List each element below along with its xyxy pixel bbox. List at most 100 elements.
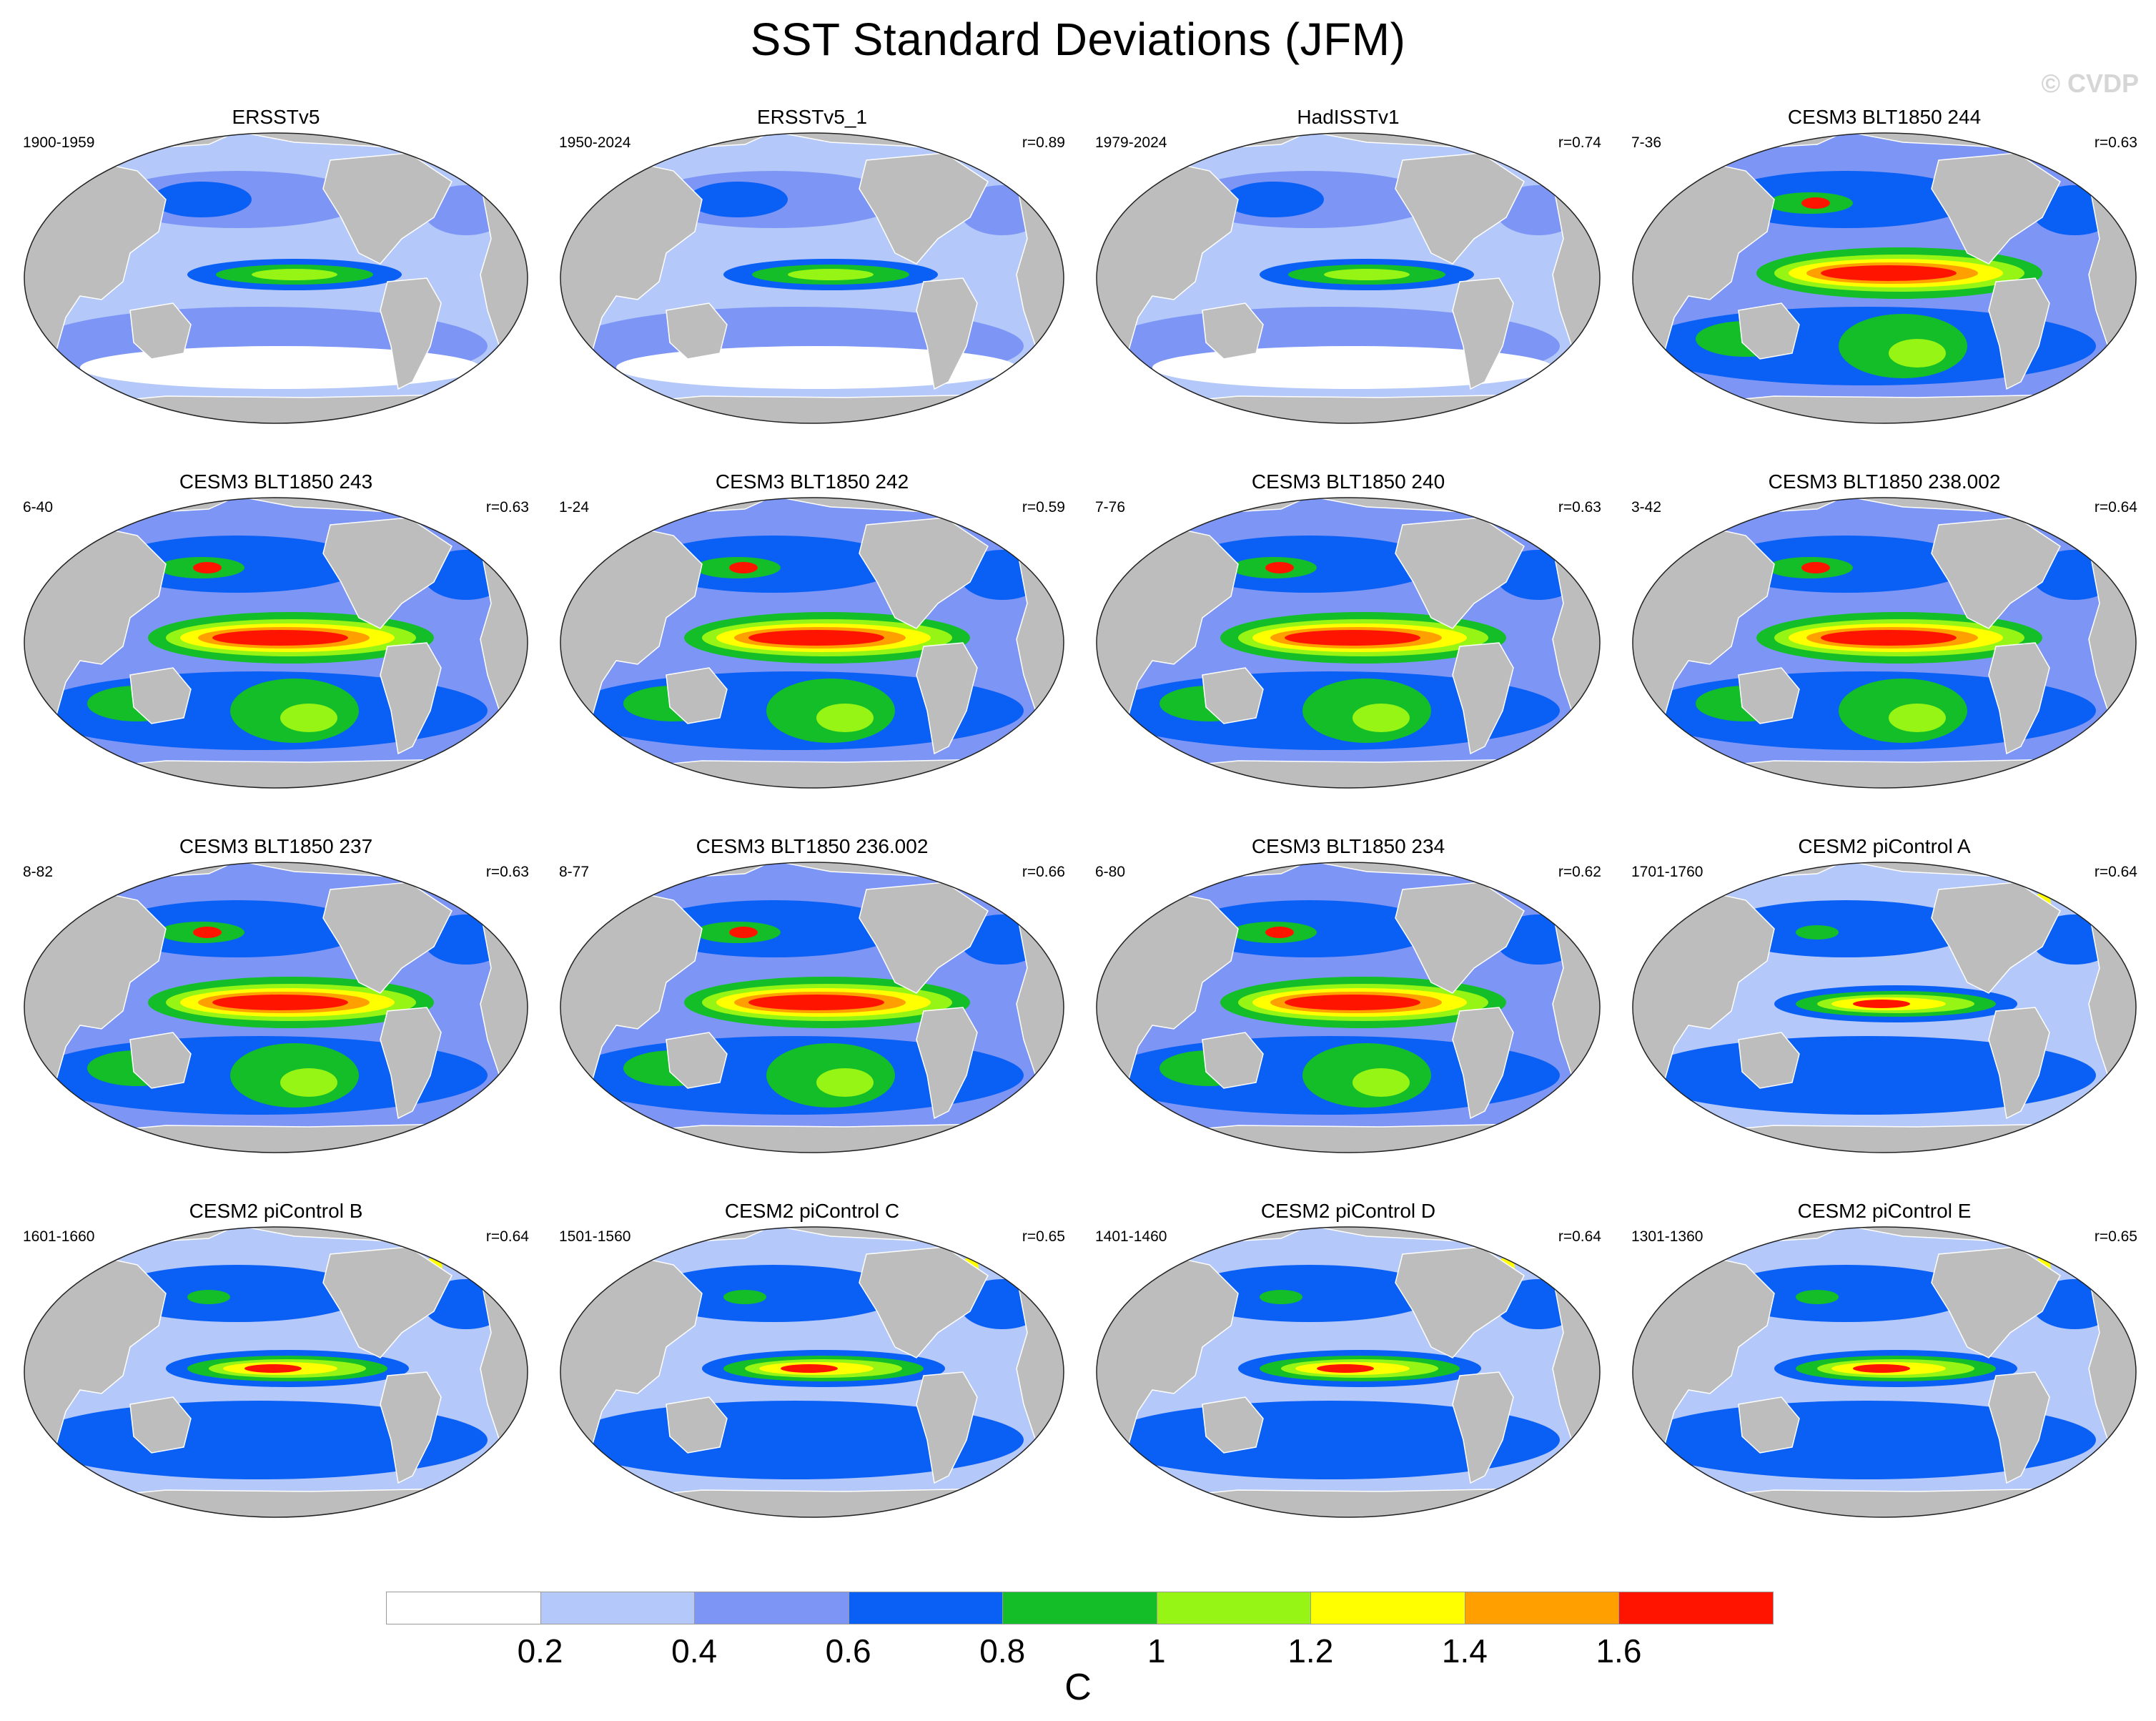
land-mass bbox=[916, 277, 978, 390]
land-mass bbox=[916, 1007, 978, 1120]
land-mass bbox=[1452, 1007, 1514, 1120]
land-mass bbox=[24, 394, 528, 423]
panel-correlation: r=0.64 bbox=[2094, 499, 2137, 516]
land-mass bbox=[380, 1371, 442, 1484]
panel-title: CESM2 piControl B bbox=[189, 1200, 363, 1222]
land-mass bbox=[380, 642, 442, 755]
colorbar-swatch bbox=[386, 1592, 541, 1624]
map-panel: CESM2 piControl D 1401-1460 r=0.64 bbox=[1084, 1200, 1613, 1543]
panel-period: 1601-1660 bbox=[23, 1228, 95, 1245]
land-mass bbox=[666, 667, 728, 724]
sst-contour bbox=[1717, 1265, 1974, 1322]
map-panel: CESM3 BLT1850 236.002 8-77 r=0.66 bbox=[548, 835, 1077, 1178]
sst-contour bbox=[1801, 562, 1830, 573]
land-mass bbox=[1738, 667, 1800, 724]
land-mass bbox=[1202, 1396, 1264, 1454]
panel-title: CESM2 piControl D bbox=[1260, 1200, 1436, 1222]
sst-contour bbox=[244, 1408, 345, 1458]
sst-contour bbox=[1260, 1290, 1302, 1304]
world-map bbox=[24, 497, 528, 789]
colorbar-swatch bbox=[1618, 1592, 1774, 1624]
map-outline bbox=[1632, 497, 2137, 789]
sst-contour bbox=[688, 182, 788, 217]
panel-title: CESM2 piControl E bbox=[1797, 1200, 1972, 1222]
sst-contour bbox=[212, 630, 348, 646]
colorbar-swatch bbox=[1156, 1592, 1312, 1624]
figure-title: SST Standard Deviations (JFM) bbox=[750, 14, 1406, 65]
cvdp-watermark: © CVDP bbox=[2041, 69, 2139, 98]
land-mass bbox=[380, 277, 442, 390]
world-map bbox=[24, 132, 528, 424]
land-mass bbox=[859, 882, 989, 994]
sst-contour bbox=[187, 1290, 230, 1304]
panel-title: ERSSTv5_1 bbox=[756, 106, 868, 128]
colorbar-tick: 0.4 bbox=[671, 1632, 718, 1670]
world-map bbox=[1096, 132, 1601, 424]
sst-contour bbox=[816, 704, 874, 732]
panel-title: ERSSTv5 bbox=[232, 106, 320, 128]
map-outline bbox=[24, 1226, 528, 1518]
panel-correlation: r=0.62 bbox=[1558, 864, 1601, 880]
land-mass bbox=[1395, 517, 1525, 629]
colorbar bbox=[386, 1592, 1774, 1626]
world-map bbox=[1096, 862, 1601, 1153]
sst-contour bbox=[748, 995, 884, 1010]
world-map bbox=[1632, 1226, 2137, 1518]
sst-contour bbox=[1181, 1265, 1438, 1322]
land-mass bbox=[129, 1396, 192, 1454]
map-panel: CESM2 piControl C 1501-1560 r=0.65 bbox=[548, 1200, 1077, 1543]
sst-contour bbox=[212, 995, 348, 1010]
map-outline bbox=[24, 862, 528, 1153]
panel-period: 7-36 bbox=[1631, 134, 1662, 151]
land-mass bbox=[1097, 394, 1600, 423]
sst-contour bbox=[1853, 1408, 1953, 1458]
sst-contour bbox=[109, 1265, 366, 1322]
panel-title: CESM3 BLT1850 237 bbox=[179, 835, 373, 857]
map-outline bbox=[1096, 132, 1601, 424]
panel-period: 1-24 bbox=[559, 499, 590, 516]
map-panel-grid: ERSSTv5 1900-1959 ERSSTv5_1 1950-2024 r=0.89… bbox=[23, 106, 2137, 1543]
sst-contour bbox=[729, 562, 758, 573]
sst-contour bbox=[1717, 900, 1974, 957]
colorbar-swatch bbox=[694, 1592, 849, 1624]
panel-correlation: r=0.66 bbox=[1022, 864, 1065, 880]
land-mass bbox=[560, 394, 1064, 423]
panel-correlation: r=0.74 bbox=[1558, 134, 1601, 151]
land-mass bbox=[560, 1123, 1064, 1153]
world-map bbox=[560, 1226, 1064, 1518]
world-map bbox=[1096, 497, 1601, 789]
colorbar-tick: 1.6 bbox=[1596, 1632, 1642, 1670]
sst-contour bbox=[1353, 704, 1410, 732]
map-outline bbox=[1096, 1226, 1601, 1518]
land-mass bbox=[1988, 1007, 2050, 1120]
panel-title: CESM2 piControl A bbox=[1798, 835, 1971, 857]
colorbar-swatch bbox=[1002, 1592, 1157, 1624]
land-mass bbox=[1633, 1123, 2136, 1153]
map-panel: CESM3 BLT1850 240 7-76 r=0.63 bbox=[1084, 470, 1613, 814]
land-mass bbox=[1395, 882, 1525, 994]
panel-period: 1900-1959 bbox=[23, 134, 95, 151]
world-map bbox=[1632, 132, 2137, 424]
panel-correlation: r=0.65 bbox=[2094, 1228, 2137, 1245]
panel-period: 6-80 bbox=[1095, 864, 1126, 880]
land-mass bbox=[1452, 277, 1514, 390]
sst-contour bbox=[1152, 346, 1553, 389]
panel-period: 1701-1760 bbox=[1631, 864, 1703, 880]
panel-title: CESM3 BLT1850 240 bbox=[1251, 470, 1445, 493]
land-mass bbox=[666, 302, 728, 360]
colorbar-tick: 1.2 bbox=[1287, 1632, 1334, 1670]
land-mass bbox=[322, 152, 453, 265]
world-map bbox=[560, 497, 1064, 789]
sst-contour bbox=[152, 182, 252, 217]
panel-title: CESM3 BLT1850 243 bbox=[179, 470, 373, 493]
land-mass bbox=[1395, 152, 1525, 265]
panel-correlation: r=0.63 bbox=[485, 499, 529, 516]
land-mass bbox=[1988, 642, 2050, 755]
map-outline bbox=[560, 1226, 1064, 1518]
land-mass bbox=[1452, 642, 1514, 755]
sst-contour bbox=[1317, 1364, 1374, 1373]
panel-correlation: r=0.59 bbox=[1022, 499, 1065, 516]
sst-contour bbox=[244, 1364, 302, 1373]
map-outline bbox=[560, 497, 1064, 789]
world-map bbox=[24, 1226, 528, 1518]
